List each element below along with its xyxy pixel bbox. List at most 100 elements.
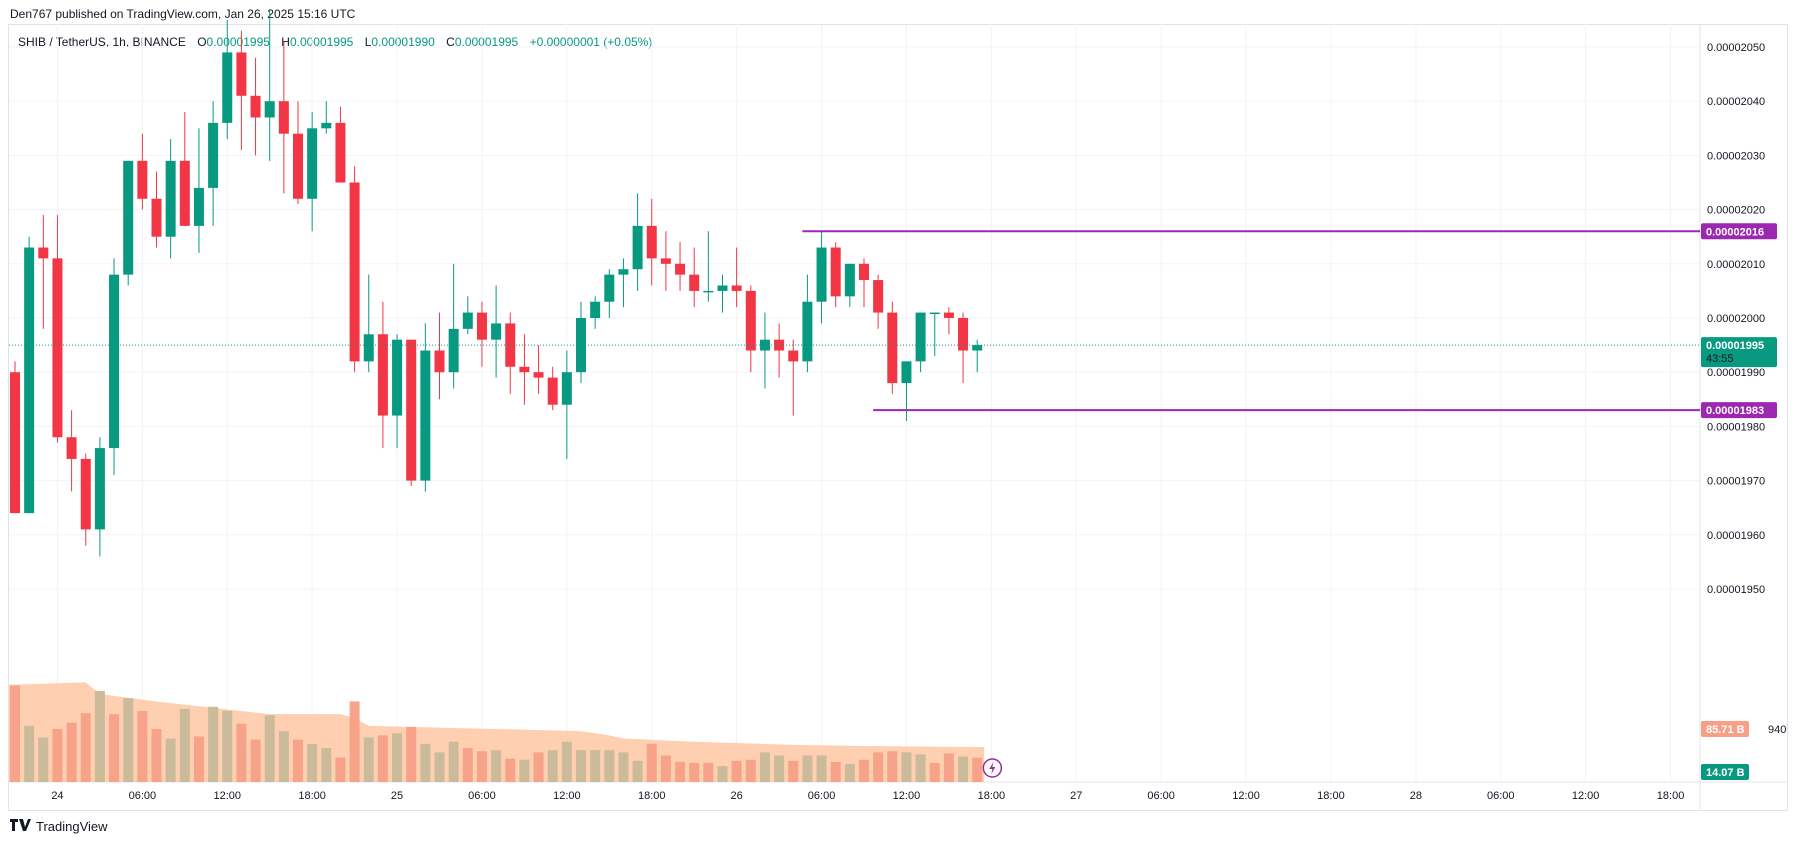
volume-bar <box>250 739 261 782</box>
open-value: 0.00001995 <box>206 35 270 49</box>
time-tick-label: 18:00 <box>1657 790 1685 802</box>
candle-body <box>448 328 459 373</box>
volume-bar <box>363 737 374 782</box>
volume-bar <box>759 752 770 782</box>
time-tick-label: 25 <box>391 790 403 802</box>
volume-bar <box>788 760 799 782</box>
candle-body <box>434 350 445 373</box>
volume-bar <box>165 738 176 782</box>
candle-body <box>250 95 261 118</box>
candle-body <box>958 318 969 351</box>
time-tick-label: 06:00 <box>129 790 157 802</box>
volume-bar <box>689 762 700 782</box>
time-tick-label: 26 <box>731 790 743 802</box>
volume-bar <box>208 706 219 782</box>
time-tick-label: 06:00 <box>808 790 836 802</box>
volume-tag <box>1701 764 1749 780</box>
low-label: L <box>364 35 372 49</box>
price-tick-label: 0.00001950 <box>1707 584 1765 596</box>
candle-body <box>929 312 940 315</box>
volume-bar <box>52 729 63 782</box>
volume-bar <box>915 754 926 782</box>
candle-body <box>745 290 756 351</box>
candle-body <box>476 312 487 340</box>
candle-body <box>915 312 926 362</box>
volume-bar <box>604 750 615 782</box>
volume-tag <box>1701 721 1749 737</box>
candle-body <box>618 269 629 275</box>
candle-body <box>491 323 502 340</box>
price-tick-label: 0.00002050 <box>1707 42 1765 54</box>
tradingview-logo-icon <box>10 819 32 834</box>
time-tick-label: 12:00 <box>553 790 581 802</box>
candle-body <box>604 274 615 302</box>
candle-body <box>151 198 162 237</box>
time-tick-label: 12:00 <box>1232 790 1260 802</box>
candle-body <box>703 290 714 293</box>
time-tick-label: 28 <box>1410 790 1422 802</box>
volume-bar <box>547 750 558 782</box>
volume-bar <box>94 690 105 782</box>
candle-body <box>462 312 473 329</box>
volume-bar <box>335 757 346 782</box>
volume-bar <box>123 698 134 782</box>
candle-body <box>264 101 275 118</box>
volume-bar <box>632 760 643 782</box>
level-price-tag <box>1701 223 1777 240</box>
candle-body <box>816 247 827 302</box>
last-price-tag-text: 0.00001995 <box>1706 340 1764 352</box>
time-tick-label: 18:00 <box>978 790 1006 802</box>
time-tick-label: 18:00 <box>1317 790 1345 802</box>
price-tick-label: 0.00002020 <box>1707 205 1765 217</box>
level-price-tag-text: 0.00001983 <box>1706 405 1764 417</box>
candle-body <box>179 160 190 226</box>
candle-body <box>52 258 63 438</box>
candle-body <box>675 263 686 275</box>
volume-bar <box>873 752 884 782</box>
candle-body <box>717 285 728 291</box>
candle-body <box>80 458 91 530</box>
volume-bar <box>590 750 601 782</box>
price-tick-label: 0.00001960 <box>1707 530 1765 542</box>
time-tick-label: 06:00 <box>1147 790 1175 802</box>
time-tick-label: 24 <box>51 790 63 802</box>
candle-body <box>208 122 219 188</box>
lightning-icon-glyph <box>989 762 996 774</box>
candle-body <box>689 274 700 291</box>
volume-bar <box>731 760 742 782</box>
volume-bar <box>491 750 502 782</box>
time-tick-label: 12:00 <box>1572 790 1600 802</box>
volume-bar <box>307 743 318 782</box>
volume-bar <box>675 761 686 782</box>
published-caption: Den767 published on TradingView.com, Jan… <box>10 7 356 21</box>
volume-bar <box>561 741 572 782</box>
candle-body <box>10 372 20 514</box>
volume-bar <box>392 733 403 782</box>
volume-bar <box>576 750 586 782</box>
volume-bar <box>406 726 417 782</box>
candle-body <box>731 285 742 291</box>
high-value: 0.00001995 <box>289 35 354 49</box>
symbol-label[interactable]: SHIB / TetherUS, 1h, BINANCE <box>18 35 186 49</box>
time-tick-label: 18:00 <box>298 790 326 802</box>
volume-bar <box>774 755 785 782</box>
volume-bar <box>929 762 940 782</box>
tradingview-footer[interactable]: TradingView <box>10 819 108 834</box>
candle-body <box>901 361 912 384</box>
volume-bar <box>193 736 204 782</box>
candle-body <box>321 122 332 129</box>
volume-bar <box>377 735 388 782</box>
level-price-tag <box>1701 402 1777 419</box>
chart-frame <box>8 24 1788 811</box>
volume-bar <box>448 741 459 782</box>
candle-body <box>363 334 374 362</box>
volume-tag-text: 14.07 B <box>1706 767 1745 779</box>
volume-bar <box>533 752 544 782</box>
volume-bar <box>321 748 332 782</box>
volume-bar <box>179 708 190 782</box>
volume-bar <box>420 743 431 782</box>
volume-bar <box>24 725 35 782</box>
volume-bar <box>505 758 516 782</box>
volume-bar <box>887 751 898 782</box>
